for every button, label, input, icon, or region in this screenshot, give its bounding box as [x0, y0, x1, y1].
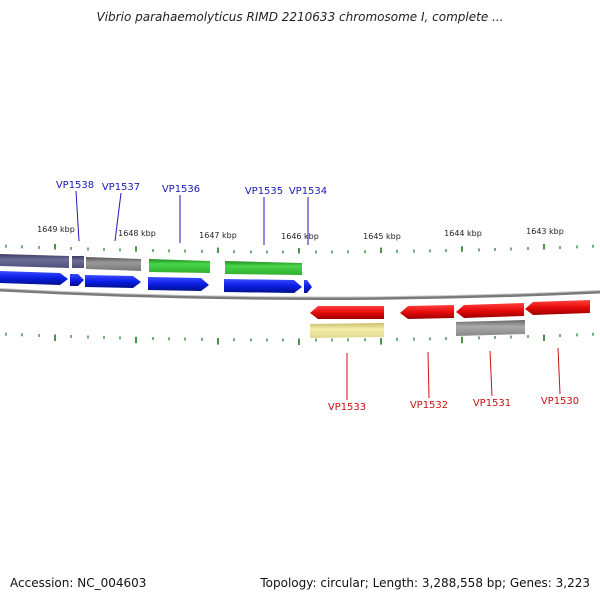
scale-label: 1645 kbp — [363, 232, 401, 241]
gene-arrow-vp1538[interactable] — [0, 271, 68, 285]
scale-label: 1646 kbp — [281, 232, 319, 241]
forward-gene-arrows — [0, 271, 312, 293]
scale-label: 1647 kbp — [199, 231, 237, 240]
lower-scale-ticks — [5, 332, 594, 345]
gene-label-vp1536[interactable]: VP1536 — [162, 184, 200, 195]
feature-band-slate-2[interactable] — [72, 256, 84, 268]
feature-band-green-2[interactable] — [225, 261, 302, 275]
gene-label-vp1537[interactable]: VP1537 — [102, 182, 140, 193]
callout-vp1532 — [427, 351, 430, 399]
scale-labels: 1649 kbp 1648 kbp 1647 kbp 1646 kbp 1645 kbp… — [37, 225, 564, 241]
feature-band-khaki[interactable] — [310, 323, 384, 338]
gene-arrow-vp1537[interactable] — [85, 275, 141, 288]
gene-label-vp1538[interactable]: VP1538 — [56, 180, 94, 191]
scale-label: 1648 kbp — [118, 229, 156, 238]
gene-arrow-vp1535[interactable] — [224, 279, 302, 293]
feature-band-gray-lower[interactable] — [456, 320, 525, 336]
gene-label-vp1533[interactable]: VP1533 — [328, 402, 366, 413]
gene-arrow-vp1537a[interactable] — [70, 274, 84, 286]
upper-scale-ticks — [5, 243, 594, 254]
forward-gene-labels: VP1538 VP1537 VP1536 VP1535 VP1534 — [56, 180, 327, 245]
chromosome-backbone-highlight — [0, 288, 600, 298]
feature-band-green-1[interactable] — [149, 259, 210, 273]
accession-label: Accession: NC_004603 — [10, 576, 147, 590]
topology-summary: Topology: circular; Length: 3,288,558 bp… — [260, 576, 590, 590]
gene-label-vp1531[interactable]: VP1531 — [473, 398, 511, 409]
reverse-gene-arrows — [310, 300, 590, 319]
feature-band-slate[interactable] — [0, 254, 69, 268]
gene-label-vp1534[interactable]: VP1534 — [289, 186, 327, 197]
gene-arrow-vp1530[interactable] — [525, 300, 590, 315]
gene-arrow-vp1533[interactable] — [310, 306, 384, 319]
gene-arrow-vp1534[interactable] — [304, 280, 312, 293]
gene-arrow-vp1531[interactable] — [456, 303, 524, 318]
callout-vp1538 — [75, 190, 80, 242]
callout-vp1531 — [489, 350, 493, 397]
callout-vp1537 — [114, 192, 122, 242]
gene-arrow-vp1532[interactable] — [400, 305, 454, 319]
scale-label: 1649 kbp — [37, 225, 75, 234]
feature-track-lower — [310, 320, 525, 338]
gene-label-vp1530[interactable]: VP1530 — [541, 396, 579, 407]
reverse-gene-labels: VP1533 VP1532 VP1531 VP1530 — [328, 347, 579, 413]
gene-arrow-vp1536[interactable] — [148, 277, 209, 291]
gene-label-vp1532[interactable]: VP1532 — [410, 400, 448, 411]
chromosome-backbone — [0, 288, 600, 301]
scale-label: 1643 kbp — [526, 227, 564, 236]
map-title: Vibrio parahaemolyticus RIMD 2210633 chr… — [96, 10, 504, 24]
callout-vp1530 — [557, 347, 561, 395]
scale-label: 1644 kbp — [444, 229, 482, 238]
feature-band-gray[interactable] — [86, 257, 141, 271]
gene-label-vp1535[interactable]: VP1535 — [245, 186, 283, 197]
feature-track-upper — [0, 254, 302, 275]
